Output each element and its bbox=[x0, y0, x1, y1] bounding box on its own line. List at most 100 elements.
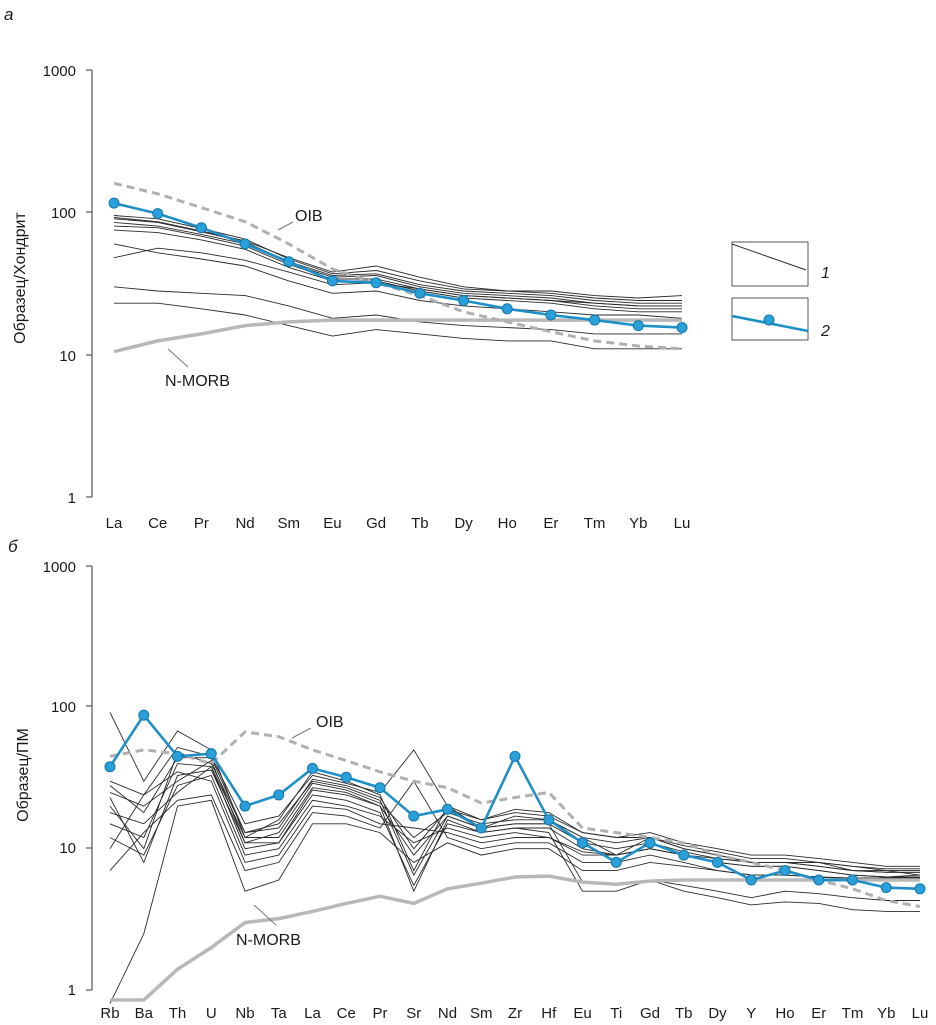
chart-b-sample-point bbox=[239, 800, 251, 812]
legend: 1 2 bbox=[731, 241, 830, 341]
chart-a-sample-point bbox=[414, 287, 426, 299]
chart-b-x-tick-label: Rb bbox=[100, 1005, 119, 1022]
chart-b-x-tick-label: Gd bbox=[640, 1005, 660, 1022]
chart-b-sample-point bbox=[104, 761, 116, 773]
chart-b-sample-point bbox=[914, 883, 926, 895]
legend-box-2 bbox=[731, 297, 809, 341]
chart-b-sample-point bbox=[273, 789, 285, 801]
legend-marker-2 bbox=[763, 314, 775, 326]
chart-b-y-ticks bbox=[86, 565, 92, 991]
chart-b-sample-line bbox=[109, 757, 920, 912]
chart-b-sample-point bbox=[847, 874, 858, 886]
chart-a-x-tick-label: Tb bbox=[411, 515, 429, 532]
chart-b-sample-point bbox=[577, 837, 588, 849]
chart-b-sample-point bbox=[205, 748, 217, 760]
chart-b-x-tick-label: Ti bbox=[610, 1005, 622, 1022]
chart-b-sample-line bbox=[109, 774, 920, 873]
chart-a-x-tick-label: Pr bbox=[194, 515, 209, 532]
chart-b-x-tick-label: La bbox=[304, 1005, 321, 1022]
chart-b-sample-point bbox=[779, 865, 791, 877]
chart-a-y-tick-label: 100 bbox=[51, 205, 76, 222]
chart-b-sample-point bbox=[475, 822, 487, 834]
chart-b-y-axis-label: Образец/ПМ bbox=[15, 728, 32, 822]
chart-a-sample-point bbox=[370, 277, 382, 289]
legend-box-1 bbox=[731, 241, 809, 287]
chart-a-sample-line bbox=[113, 218, 682, 304]
chart-b-sample-point bbox=[374, 782, 386, 794]
chart-a-y-ticks bbox=[86, 69, 92, 498]
chart-b-x-tick-label: Zr bbox=[508, 1005, 522, 1022]
chart-b-x-tick-label: U bbox=[206, 1005, 217, 1022]
chart-a-highlighted-sample-line bbox=[113, 201, 683, 329]
chart-a-sample-point bbox=[152, 208, 164, 220]
oib-leader-line-b bbox=[291, 727, 312, 739]
nmorb-leader-line-b bbox=[253, 904, 277, 926]
chart-b-x-tick-label: Ta bbox=[271, 1005, 288, 1022]
chart-a-sample-point bbox=[108, 197, 120, 209]
chart-b-x-tick-label: Y bbox=[746, 1005, 756, 1022]
chart-a-x-tick-label: Lu bbox=[674, 515, 691, 532]
chart-b-x-tick-label: Sm bbox=[470, 1005, 493, 1022]
chart-a-x-tick-label: Eu bbox=[323, 515, 341, 532]
chart-b-x-tick-label: Eu bbox=[573, 1005, 591, 1022]
chart-a-sample-line bbox=[113, 229, 682, 313]
chart-b-sample-point bbox=[138, 709, 150, 721]
chart-b-sample-point bbox=[610, 856, 622, 868]
chart-b-sample-point bbox=[644, 837, 656, 849]
chart-b-x-tick-label: Nd bbox=[438, 1005, 457, 1022]
chart-b-x-tick-label: Sr bbox=[406, 1005, 421, 1022]
chart-a-y-tick-label: 1000 bbox=[43, 63, 76, 80]
chart-b-sample-point bbox=[509, 750, 521, 762]
chart-a-sample-point bbox=[501, 303, 513, 315]
chart-b-x-tick-label: Yb bbox=[877, 1005, 895, 1022]
chart-b-plot: Rb Ba Th U Nb Ta La Ce Pr Sr Nd Sm Zr Hf Eu Ti Gd Tb Dy Y Ho… bbox=[100, 709, 929, 1022]
chart-b-x-tick-label: Er bbox=[811, 1005, 826, 1022]
panel-b-letter: б bbox=[8, 537, 19, 556]
nmorb-leader-line-a bbox=[167, 348, 189, 368]
chart-a-x-tick-label: Sm bbox=[278, 515, 301, 532]
chart-a-nmorb-label: N-MORB bbox=[165, 373, 230, 390]
chart-b-sample-point bbox=[712, 856, 723, 868]
chart-b-sample-point bbox=[307, 762, 318, 774]
chart-a-sample-point bbox=[458, 295, 470, 307]
chart-a-oib-label: OIB bbox=[295, 208, 323, 225]
chart-a-sample-point bbox=[632, 320, 644, 332]
chart-b-x-tick-label: Pr bbox=[373, 1005, 388, 1022]
chart-b-sample-point bbox=[813, 874, 825, 886]
chart-b-x-tick-label: Th bbox=[169, 1005, 187, 1022]
chart-a-x-tick-label: Nd bbox=[235, 515, 254, 532]
chart-b-sample-point bbox=[442, 803, 453, 815]
chart-b-y-tick-label: 1 bbox=[68, 982, 76, 999]
chart-b-sample-point bbox=[880, 882, 892, 894]
chart-a-sample-point bbox=[283, 256, 295, 268]
chart-b-x-tick-label: Nb bbox=[235, 1005, 254, 1022]
chart-a-sample-point bbox=[676, 322, 688, 334]
chart-b-sample-point bbox=[408, 810, 420, 822]
chart-b-sample-point bbox=[340, 771, 352, 783]
chart-a-sample-point bbox=[545, 309, 557, 321]
chart-a-sample-line bbox=[114, 302, 682, 350]
chart-b-x-tick-label: Ho bbox=[775, 1005, 794, 1022]
legend-label-1: 1 bbox=[821, 265, 830, 282]
chart-b-x-tick-label: Lu bbox=[912, 1005, 929, 1022]
panel-a-letter: а bbox=[4, 5, 13, 24]
chart-b-x-tick-label: Dy bbox=[708, 1005, 727, 1022]
chart-b-sample-line bbox=[109, 746, 920, 870]
chart-b-sample-point bbox=[678, 849, 690, 861]
chart-a-x-tick-label: Dy bbox=[454, 515, 473, 532]
chart-a-x-tick-label: Yb bbox=[629, 515, 647, 532]
chart-a-x-tick-label: Gd bbox=[366, 515, 386, 532]
chart-b-sample-line bbox=[109, 712, 921, 876]
chart-a-x-tick-label: La bbox=[106, 515, 123, 532]
chart-a-y-tick-label: 10 bbox=[59, 348, 76, 365]
chart-a-x-tick-label: Er bbox=[543, 515, 558, 532]
legend-line-1 bbox=[731, 243, 807, 271]
chart-a-x-tick-label: Ho bbox=[498, 515, 517, 532]
chart-a-sample-point bbox=[589, 314, 601, 326]
chart-a-sample-line bbox=[113, 217, 683, 299]
oib-leader-line-a bbox=[277, 221, 294, 231]
chart-b-oib-label: OIB bbox=[316, 714, 344, 731]
chart-a-sample-line bbox=[113, 247, 682, 307]
chart-b-sample-point bbox=[745, 874, 757, 886]
chart-b-x-tick-label: Hf bbox=[541, 1005, 557, 1022]
